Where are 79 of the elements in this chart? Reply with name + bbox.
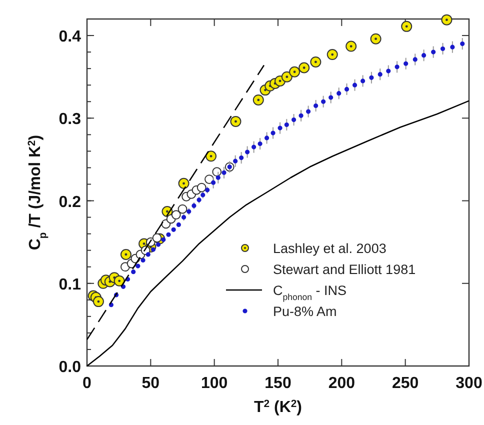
x-tick-label: 150 — [264, 375, 292, 392]
point — [120, 248, 132, 260]
y-tick-label: 0.2 — [58, 194, 82, 211]
point — [222, 170, 226, 175]
point — [321, 99, 326, 104]
x-axis-title: T$^{2}$ (K$^{2}$) — [254, 398, 302, 416]
point — [156, 242, 161, 247]
point — [176, 222, 181, 228]
x-tick-label: 50 — [142, 375, 160, 392]
point — [344, 86, 350, 92]
point — [178, 178, 190, 189]
point — [278, 126, 282, 130]
point — [431, 50, 436, 54]
point — [264, 136, 270, 140]
point — [412, 57, 418, 62]
point — [136, 264, 140, 268]
point — [460, 41, 465, 46]
line-series — [86, 100, 470, 367]
point — [258, 141, 262, 146]
point — [245, 150, 250, 154]
point — [140, 258, 146, 263]
x-tick-label: 100 — [200, 375, 228, 392]
point — [252, 94, 264, 106]
point — [211, 180, 216, 185]
legend-label: C$_{phonon}$ - INS — [273, 283, 347, 302]
point — [441, 14, 452, 26]
point — [370, 33, 382, 44]
point — [360, 78, 366, 84]
point — [92, 296, 104, 308]
point — [161, 237, 166, 242]
point — [196, 182, 206, 192]
point — [152, 233, 162, 243]
legend-label: Pu-8% Am — [273, 304, 337, 319]
point — [291, 117, 296, 122]
point — [166, 232, 171, 237]
point — [206, 150, 217, 162]
x-tick-label: 200 — [328, 375, 356, 392]
point — [326, 49, 338, 60]
point — [394, 64, 400, 70]
point — [310, 56, 322, 68]
point — [352, 82, 358, 88]
point — [146, 252, 150, 257]
x-tick-label: 0 — [82, 375, 92, 392]
point — [284, 122, 289, 128]
point — [369, 75, 374, 80]
point — [306, 109, 311, 114]
point — [450, 44, 455, 50]
point — [230, 116, 242, 127]
point — [421, 53, 426, 58]
y-tick-label: 0.3 — [58, 111, 82, 128]
point — [216, 175, 220, 180]
point — [131, 270, 136, 274]
x-tick-label: 300 — [456, 375, 482, 392]
point — [440, 46, 446, 52]
point — [298, 113, 304, 118]
point — [386, 68, 391, 74]
legend-label: Lashley et al. 2003 — [273, 241, 386, 256]
point — [328, 95, 334, 100]
point — [314, 103, 318, 108]
point — [378, 72, 382, 77]
point — [270, 130, 276, 136]
point — [281, 71, 292, 82]
point — [298, 62, 310, 74]
point — [401, 20, 412, 32]
point — [404, 61, 408, 66]
point — [239, 156, 244, 160]
point — [346, 40, 357, 52]
point — [171, 210, 181, 220]
point — [252, 144, 256, 150]
y-tick-label: 0.4 — [58, 28, 82, 46]
y-tick-label: 0.1 — [58, 276, 82, 294]
legend-label: Stewart and Elliott 1981 — [273, 262, 416, 277]
point — [114, 275, 125, 286]
x-tick-label: 250 — [392, 375, 419, 392]
point — [289, 66, 300, 78]
point — [336, 91, 342, 96]
point — [171, 227, 176, 232]
y-tick-label: 0.0 — [58, 359, 82, 376]
point — [233, 158, 238, 164]
